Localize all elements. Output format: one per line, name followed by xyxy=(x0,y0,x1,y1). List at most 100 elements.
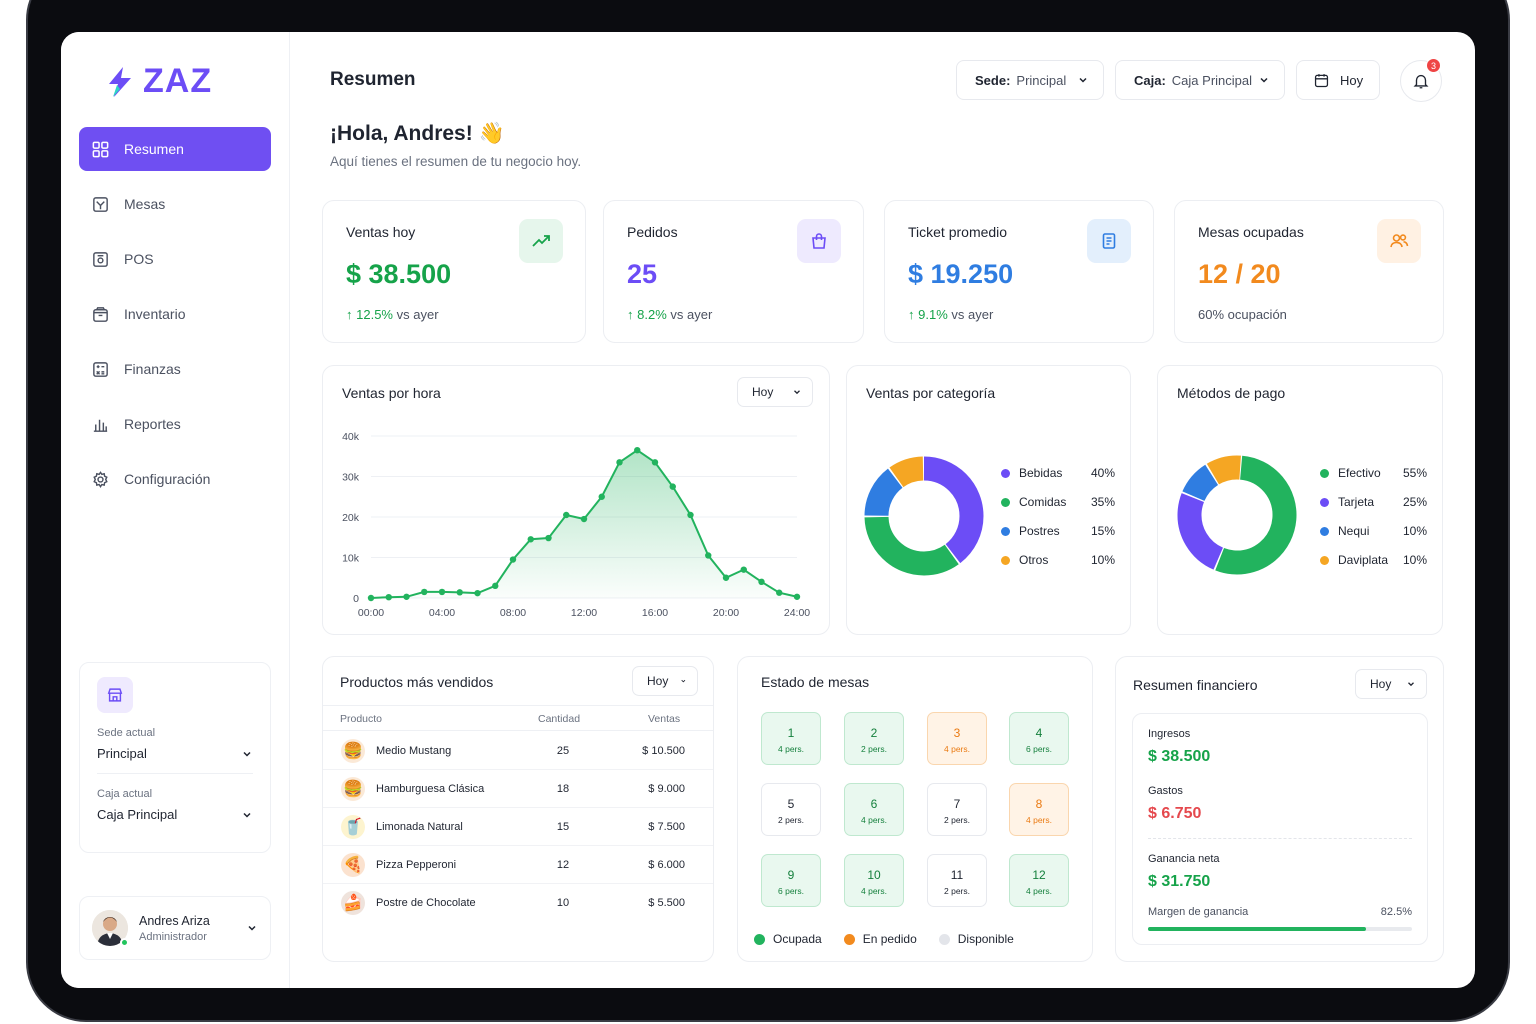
divider xyxy=(97,773,253,774)
table-row[interactable]: 🍔 Hamburguesa Clásica 18 $ 9.000 xyxy=(323,771,713,808)
table-tile-7[interactable]: 7 2 pers. xyxy=(927,783,987,836)
user-menu[interactable]: Andres Ariza Administrador xyxy=(79,896,271,960)
table-tile-12[interactable]: 12 4 pers. xyxy=(1009,854,1069,907)
table-tile-3[interactable]: 3 4 pers. xyxy=(927,712,987,765)
legend-item: Comidas 35% xyxy=(1001,495,1115,509)
column-header: Cantidad xyxy=(538,713,581,725)
data-point[interactable] xyxy=(722,574,730,581)
table-tile-2[interactable]: 2 2 pers. xyxy=(844,712,904,765)
table-tile-9[interactable]: 9 6 pers. xyxy=(761,854,821,907)
kpi-label: Pedidos xyxy=(627,224,678,240)
data-point[interactable] xyxy=(545,534,552,542)
sidebar-item-reportes[interactable]: Reportes xyxy=(79,402,271,446)
data-point[interactable] xyxy=(492,582,499,590)
table-tile-1[interactable]: 1 4 pers. xyxy=(761,712,821,765)
sidebar-item-configuracion[interactable]: Configuración xyxy=(79,457,271,501)
product-sales: $ 10.500 xyxy=(642,745,685,757)
sede-dropdown-value: Principal xyxy=(1016,72,1067,88)
data-point[interactable] xyxy=(563,511,570,519)
category-card: Ventas por categoría Bebidas 40% Comidas 3… xyxy=(846,365,1131,635)
data-point[interactable] xyxy=(438,588,446,596)
data-point[interactable] xyxy=(634,446,641,454)
sidebar-item-inventario[interactable]: Inventario xyxy=(79,292,271,336)
table-row[interactable]: 🍰 Postre de Chocolate 10 $ 5.500 xyxy=(323,885,713,922)
table-number: 9 xyxy=(787,868,795,882)
table-capacity: 2 pers. xyxy=(944,815,970,825)
sede-dropdown[interactable]: Sede: Principal xyxy=(956,60,1104,100)
kpi-card-ticket-promedio[interactable]: Ticket promedio $ 19.250 ↑ 9.1% vs ayer xyxy=(884,200,1154,343)
data-point[interactable] xyxy=(616,459,623,466)
data-point[interactable] xyxy=(367,594,375,602)
data-point[interactable] xyxy=(509,556,517,563)
donut-slice[interactable] xyxy=(864,456,984,576)
donut-slice[interactable] xyxy=(1177,455,1297,575)
sidebar-item-mesas[interactable]: Mesas xyxy=(79,182,271,226)
date-picker-button[interactable]: Hoy xyxy=(1296,60,1380,100)
card-title: Resumen financiero xyxy=(1133,677,1258,693)
data-point[interactable] xyxy=(651,459,659,466)
filter-label: Hoy xyxy=(647,674,669,688)
data-point[interactable] xyxy=(421,588,428,596)
product-name: Limonada Natural xyxy=(376,821,463,833)
table-tile-4[interactable]: 4 6 pers. xyxy=(1009,712,1069,765)
caja-select[interactable]: Caja Principal xyxy=(97,807,253,822)
data-point[interactable] xyxy=(456,589,463,596)
kpi-card-pedidos[interactable]: Pedidos 25 ↑ 8.2% vs ayer xyxy=(603,200,864,343)
caja-dropdown[interactable]: Caja: Caja Principal xyxy=(1115,60,1285,100)
table-row[interactable]: 🍕 Pizza Pepperoni 12 $ 6.000 xyxy=(323,847,713,884)
finance-details: Ingresos $ 38.500 Gastos $ 6.750 Gananci… xyxy=(1132,713,1428,945)
income-label: Ingresos xyxy=(1148,728,1191,740)
data-point[interactable] xyxy=(705,552,712,559)
x-tick-label: 12:00 xyxy=(571,607,597,619)
kpi-card-mesas-ocupadas[interactable]: Mesas ocupadas 12 / 20 60% ocupación xyxy=(1174,200,1444,343)
data-point[interactable] xyxy=(687,511,694,519)
data-point[interactable] xyxy=(580,515,588,523)
sidebar-item-finanzas[interactable]: Finanzas xyxy=(79,347,271,391)
logo[interactable]: ZAZ xyxy=(105,62,212,101)
table-tile-10[interactable]: 10 4 pers. xyxy=(844,854,904,907)
kpi-label: Ventas hoy xyxy=(346,224,416,240)
data-point[interactable] xyxy=(740,566,747,573)
table-tile-11[interactable]: 11 2 pers. xyxy=(927,854,987,907)
main-content: Resumen Sede: Principal Caja: Caja Princ… xyxy=(290,32,1475,988)
table-number: 1 xyxy=(787,726,795,740)
y-tick-label: 10k xyxy=(342,553,360,565)
financial-summary-card: Resumen financiero Hoy Ingresos $ 38.500… xyxy=(1115,656,1444,962)
table-row[interactable]: 🥤 Limonada Natural 15 $ 7.500 xyxy=(323,809,713,846)
income-value: $ 38.500 xyxy=(1148,748,1211,765)
notifications-button[interactable]: 3 xyxy=(1400,58,1442,102)
top-products-filter[interactable]: Hoy xyxy=(632,666,698,696)
table-tile-6[interactable]: 6 4 pers. xyxy=(844,783,904,836)
data-point[interactable] xyxy=(758,578,765,585)
legend-label: Postres xyxy=(1019,524,1060,538)
sidebar-item-resumen[interactable]: Resumen xyxy=(79,127,271,171)
sidebar-item-pos[interactable]: POS xyxy=(79,237,271,281)
product-qty: 18 xyxy=(556,783,570,795)
data-point[interactable] xyxy=(385,593,392,601)
kpi-card-ventas-hoy[interactable]: Ventas hoy $ 38.500 ↑ 12.5% vs ayer xyxy=(322,200,586,343)
sales-by-hour-filter[interactable]: Hoy xyxy=(737,377,813,407)
table-map-icon xyxy=(93,196,108,212)
margin-value: 82.5% xyxy=(1380,906,1412,918)
data-point[interactable] xyxy=(793,593,801,600)
table-row[interactable]: 🍔 Medio Mustang 25 $ 10.500 xyxy=(323,733,713,770)
page-title: Resumen xyxy=(330,69,416,90)
finance-filter[interactable]: Hoy xyxy=(1355,669,1427,699)
data-point[interactable] xyxy=(776,589,783,596)
trend-up-icon xyxy=(519,219,563,263)
donut-slice[interactable] xyxy=(864,456,984,576)
data-point[interactable] xyxy=(403,593,410,600)
data-point[interactable] xyxy=(598,493,605,500)
user-role: Administrador xyxy=(139,930,207,943)
table-number: 3 xyxy=(953,726,961,740)
product-name: Medio Mustang xyxy=(376,745,452,757)
table-tile-8[interactable]: 8 4 pers. xyxy=(1009,783,1069,836)
top-products-card: Productos más vendidos Hoy Producto Cant… xyxy=(322,656,714,962)
data-point[interactable] xyxy=(669,483,676,490)
sede-select[interactable]: Principal xyxy=(97,746,253,761)
data-point[interactable] xyxy=(474,589,481,597)
legend-item: Otros 10% xyxy=(1001,553,1115,567)
payment-methods-card: Métodos de pago Efectivo 55% Tarjeta 25% N… xyxy=(1157,365,1443,635)
table-tile-5[interactable]: 5 2 pers. xyxy=(761,783,821,836)
data-point[interactable] xyxy=(527,536,534,543)
